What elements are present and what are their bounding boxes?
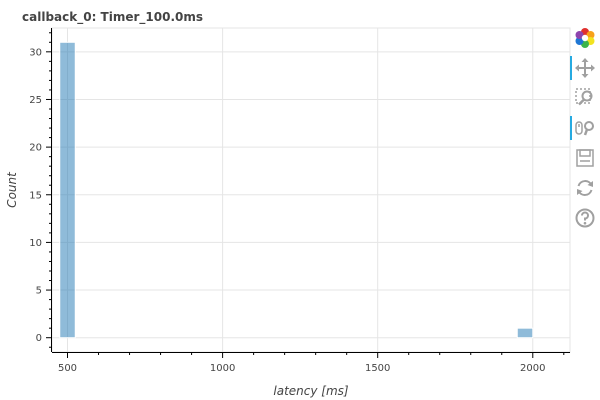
y-tick-label: 10	[29, 238, 42, 249]
save-icon	[576, 149, 594, 167]
grid	[52, 28, 570, 352]
toolbar	[570, 24, 600, 244]
bokeh-logo[interactable]	[570, 25, 600, 51]
y-tick-label: 15	[29, 190, 42, 201]
x-tick-label: 1500	[365, 363, 390, 374]
help-icon	[575, 208, 595, 228]
y-tick-label: 5	[36, 286, 42, 297]
axes: 500 1000 1500 2000 0 5 10 15 20 25 30	[29, 28, 570, 374]
help-tool-button[interactable]	[570, 205, 600, 231]
box-zoom-icon	[575, 88, 593, 106]
chart-title: callback_0: Timer_100.0ms	[22, 10, 203, 25]
y-tick-label: 25	[29, 95, 42, 106]
pan-tool-button[interactable]	[570, 55, 600, 81]
x-tick-label: 1000	[210, 363, 235, 374]
reset-icon	[577, 180, 593, 196]
wheel-zoom-tool-button[interactable]	[570, 115, 600, 141]
histogram-bar	[516, 327, 534, 339]
y-tick-label: 20	[29, 143, 42, 154]
bars	[59, 41, 534, 339]
x-tick-label: 2000	[520, 363, 545, 374]
plot-frame	[51, 27, 571, 353]
x-axis-label: latency [ms]	[273, 384, 349, 398]
box-zoom-tool-button[interactable]	[570, 85, 600, 111]
x-tick-label: 500	[58, 363, 77, 374]
y-axis-label: Count	[5, 171, 19, 208]
wheel-zoom-icon	[575, 121, 594, 136]
y-tick-label: 0	[36, 333, 42, 344]
save-tool-button[interactable]	[570, 145, 600, 171]
pan-icon	[575, 58, 595, 78]
y-tick-label: 30	[29, 47, 42, 58]
reset-tool-button[interactable]	[570, 175, 600, 201]
bokeh-logo-icon	[575, 28, 595, 48]
histogram-bar	[59, 41, 76, 339]
